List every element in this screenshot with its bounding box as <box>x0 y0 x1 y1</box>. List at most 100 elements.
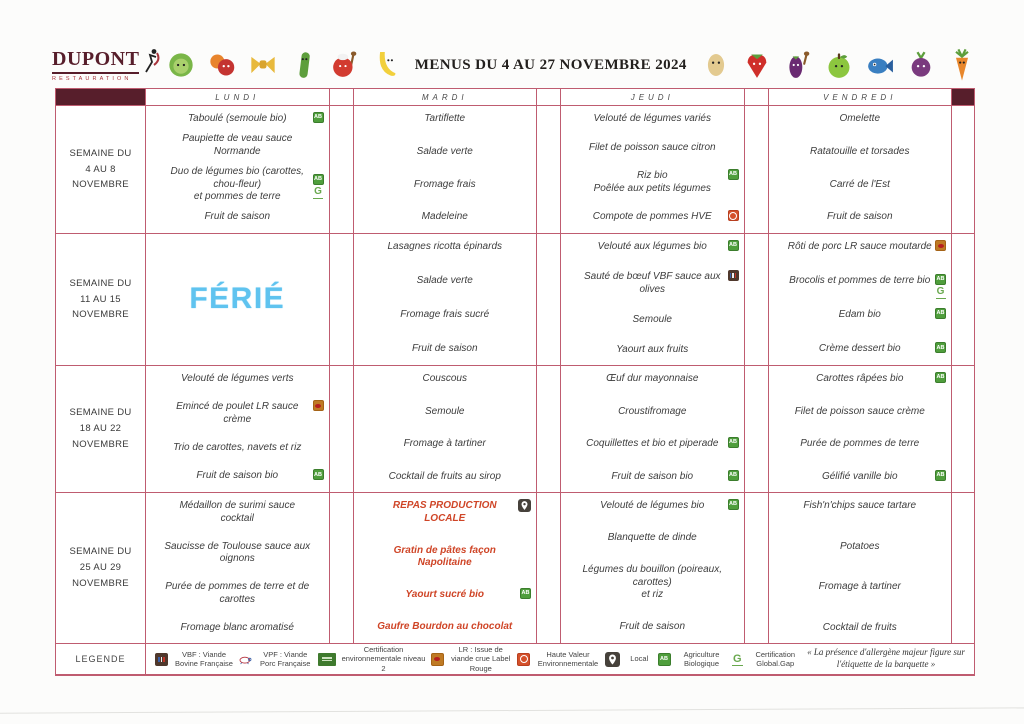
certification-environnementale-icon <box>317 652 336 666</box>
agriculture-biologique-icon: AB <box>312 174 324 186</box>
agriculture-biologique-icon: AB <box>312 112 324 123</box>
dupont-logo: DUPONT RESTAURATION <box>52 48 161 82</box>
menu-item: Purée de pommes de terre et de carottes <box>165 581 310 605</box>
day-header-lundi: LUNDI <box>146 89 330 106</box>
week-label-1: SEMAINE DU 4 AU 8 NOVEMBRE <box>56 106 146 234</box>
menu-item: Semoule <box>425 405 465 417</box>
menu-cell-week1-jeudi: Velouté de légumes variés Filet de poiss… <box>561 106 745 234</box>
week-label-2: SEMAINE DU 11 AU 15 NOVEMBRE <box>56 234 146 366</box>
legend-item-bio: AB Agriculture Biologique <box>657 650 728 669</box>
gutter <box>537 106 561 234</box>
menu-item: Médaillon de surimi sauce cocktail <box>179 500 296 524</box>
legend-item-globalgap: G Certification Global.Gap <box>731 649 796 668</box>
mascots-left <box>167 48 400 82</box>
vbf-icon <box>155 652 168 666</box>
menu-item: Filet de poisson sauce crème <box>794 405 925 417</box>
agriculture-biologique-icon: AB <box>727 240 739 251</box>
menu-item: Blanquette de dinde <box>607 532 697 544</box>
menu-item: Yaourt sucré bio AB <box>405 588 531 601</box>
lettuce-mascot-icon <box>167 48 195 82</box>
menu-cell-week3-mardi: Couscous Semoule Fromage à tartiner Cock… <box>353 366 537 493</box>
mascots-right <box>702 48 976 82</box>
menu-cell-week4-mardi: REPAS PRODUCTION LOCALE Gratin de pâtes … <box>353 493 537 644</box>
agriculture-biologique-icon: AB <box>935 372 946 383</box>
gutter-end <box>952 366 974 493</box>
gutter <box>329 366 354 493</box>
agriculture-biologique-icon: AB <box>727 169 739 181</box>
agriculture-biologique-icon: AB <box>935 469 946 481</box>
legend-item-hve: Haute Valeur Environnementale <box>517 650 601 669</box>
menu-item: Fruit de saison <box>826 211 893 223</box>
ferie-label: FÉRIÉ <box>189 281 286 315</box>
menu-item: Fruit de saison bio AB <box>611 469 739 482</box>
pasta-bow-mascot-icon <box>249 48 277 82</box>
table-corner-left <box>56 89 146 106</box>
menu-item: Sauté de bœuf VBF sauce aux olives <box>564 270 741 296</box>
logo-name: DUPONT <box>52 48 140 74</box>
apple-mascot-icon <box>825 48 853 82</box>
gutter-end <box>952 234 974 366</box>
menu-item: Compote de pommes HVE <box>564 210 741 224</box>
menu-cell-week2-jeudi: Velouté aux légumes bio AB Sauté de bœuf… <box>561 234 745 366</box>
agriculture-biologique-icon: AB <box>657 652 671 666</box>
menu-cell-week1-lundi: Taboulé (semoule bio) AB Paupiette de ve… <box>146 106 330 234</box>
menu-item: Cocktail de fruits <box>822 621 897 633</box>
menu-item: Riz bio Poêlée aux petits légumes AB <box>593 169 739 194</box>
legend-item-vpf: VPF : Viande Porc Française <box>239 650 313 669</box>
week-label-4: SEMAINE DU 25 AU 29 NOVEMBRE <box>56 493 146 644</box>
menu-item: Velouté de légumes bio AB <box>600 499 739 511</box>
menu-cell-week1-mardi: Tartiflette Salade verte Fromage frais M… <box>353 106 537 234</box>
menu-item: Carré de l'Est <box>829 178 890 190</box>
allergen-note: « La présence d'allergène majeur figure … <box>807 647 965 669</box>
menu-item-local-production: REPAS PRODUCTION LOCALE <box>357 499 534 525</box>
menu-item: Crème dessert bio AB <box>818 342 946 355</box>
menu-item: Fruit de saison bio AB <box>196 469 324 482</box>
gutter <box>744 234 769 366</box>
gutter <box>744 106 769 234</box>
menu-item: Fromage à tartiner <box>403 438 486 449</box>
menu-item: Tartiflette <box>424 113 466 124</box>
menu-cell-week2-mardi: Lasagnes ricotta épinards Salade verte F… <box>353 234 537 366</box>
potato-mascot-icon <box>702 48 730 82</box>
menu-item: Gaufre Bourdon au chocolat <box>377 621 513 633</box>
legend-item-local: Local <box>605 651 653 667</box>
menu-item: Fruit de saison <box>411 343 478 355</box>
globalgap-icon: G <box>935 286 946 300</box>
day-header-vendredi: VENDREDI <box>768 89 952 106</box>
menu-cell-week4-vendredi: Fish'n'chips sauce tartare Potatoes Fromag… <box>768 493 952 644</box>
eggplant-chef-mascot-icon <box>784 48 812 82</box>
gutter <box>329 234 354 366</box>
menu-item: Filet de poisson sauce citron <box>588 141 716 153</box>
legend-item-cert-env: Certification environnementale niveau 2 <box>317 645 427 673</box>
menu-item: Madeleine <box>421 211 468 223</box>
menu-item: Brocolis et pommes de terre bio AB G <box>789 274 946 300</box>
dancer-logo-icon <box>141 48 161 74</box>
gutter <box>537 366 561 493</box>
menu-item: Ratatouille et torsades <box>809 145 910 157</box>
page-title: MENUS DU 4 AU 27 NOVEMBRE 2024 <box>414 56 687 73</box>
label-rouge-icon <box>430 652 444 666</box>
week-label-3: SEMAINE DU 18 AU 22 NOVEMBRE <box>56 366 146 493</box>
menu-item: Potatoes <box>840 540 880 552</box>
menu-item: Taboulé (semoule bio) AB <box>187 112 324 124</box>
agriculture-biologique-icon: AB <box>935 274 946 286</box>
menu-item: Gratin de pâtes façon Napolitaine <box>393 544 496 569</box>
agriculture-biologique-icon: AB <box>312 469 324 481</box>
menu-cell-week3-lundi: Velouté de légumes verts Emincé de poule… <box>146 366 330 493</box>
local-pin-icon <box>518 499 531 512</box>
menu-cell-week4-jeudi: Velouté de légumes bio AB Blanquette de … <box>561 493 745 644</box>
hve-icon <box>517 652 530 666</box>
menu-item: Rôti de porc LR sauce moutarde <box>772 240 949 254</box>
gutter <box>744 366 769 493</box>
globalgap-icon: G <box>313 186 323 200</box>
globalgap-icon: G <box>731 652 743 666</box>
gutter <box>744 493 769 644</box>
legend-item-label-rouge: LR : Issue de viande crue Label Rouge <box>430 645 513 673</box>
menu-item: Velouté de légumes variés <box>593 113 711 124</box>
vbf-icon <box>727 270 739 281</box>
menu-item: Yaourt aux fruits <box>616 343 689 355</box>
legend-item-vbf: VBF : Viande Bovine Française <box>155 650 235 669</box>
menu-item: Fromage blanc aromatisé <box>180 621 294 633</box>
menu-item: Paupiette de veau sauce Normande <box>182 133 293 157</box>
menu-item: Fromage à tartiner <box>818 581 901 592</box>
